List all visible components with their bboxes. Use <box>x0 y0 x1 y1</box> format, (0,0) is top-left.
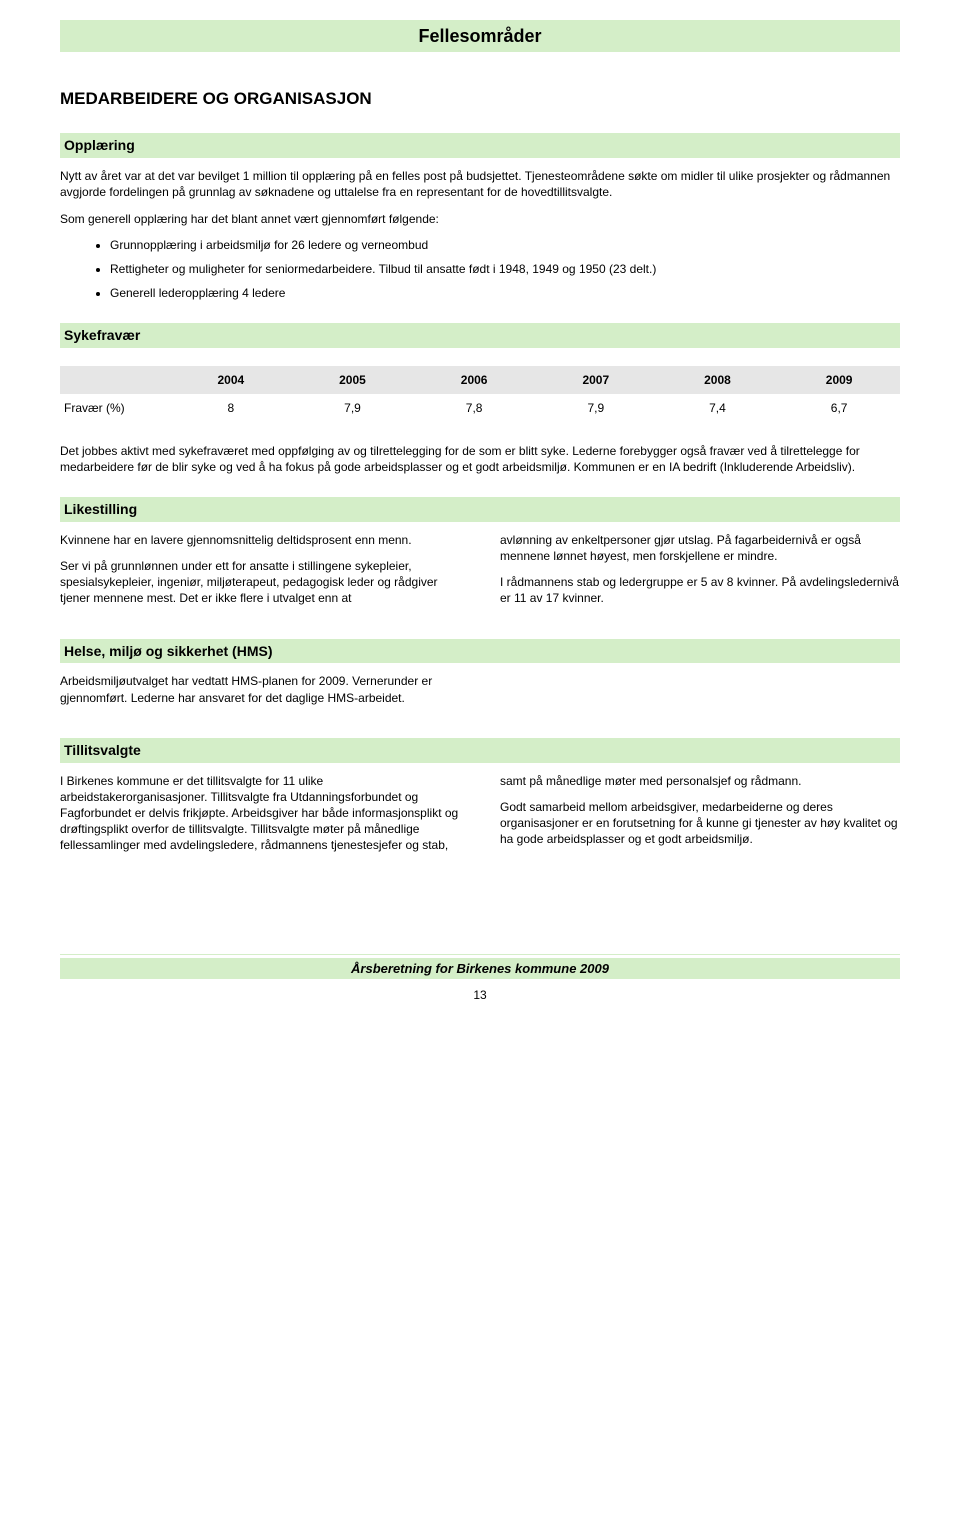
opplaering-paragraph-1: Nytt av året var at det var bevilget 1 m… <box>60 168 900 200</box>
list-item: Generell lederopplæring 4 ledere <box>110 285 900 301</box>
page-banner-title: Fellesområder <box>60 20 900 52</box>
likestilling-left-p1: Kvinnene har en lavere gjennomsnittelig … <box>60 532 460 548</box>
table-cell: 7,8 <box>413 394 535 422</box>
table-cell: 7,9 <box>292 394 414 422</box>
section-likestilling-heading: Likestilling <box>60 497 900 522</box>
tillitsvalgte-left-col: I Birkenes kommune er det tillitsvalgte … <box>60 773 460 864</box>
table-col-header: 2004 <box>170 366 292 394</box>
tillitsvalgte-right-p2: Godt samarbeid mellom arbeidsgiver, meda… <box>500 799 900 848</box>
hms-columns: Arbeidsmiljøutvalget har vedtatt HMS-pla… <box>60 673 900 715</box>
likestilling-right-p1: avlønning av enkeltpersoner gjør utslag.… <box>500 532 900 564</box>
table-cell: 8 <box>170 394 292 422</box>
tillitsvalgte-right-col: samt på månedlige møter med personalsjef… <box>500 773 900 864</box>
main-heading: MEDARBEIDERE OG ORGANISASJON <box>60 88 900 111</box>
likestilling-columns: Kvinnene har en lavere gjennomsnittelig … <box>60 532 900 617</box>
sykefravaer-paragraph: Det jobbes aktivt med sykefraværet med o… <box>60 443 900 475</box>
list-item: Grunnopplæring i arbeidsmiljø for 26 led… <box>110 237 900 253</box>
footer-divider <box>60 954 900 955</box>
tillitsvalgte-left-p1: I Birkenes kommune er det tillitsvalgte … <box>60 773 460 854</box>
tillitsvalgte-right-p1: samt på månedlige møter med personalsjef… <box>500 773 900 789</box>
table-col-header: 2008 <box>657 366 779 394</box>
table-cell: 7,4 <box>657 394 779 422</box>
table-row: Fravær (%) 8 7,9 7,8 7,9 7,4 6,7 <box>60 394 900 422</box>
sykefravaer-table: 2004 2005 2006 2007 2008 2009 Fravær (%)… <box>60 366 900 422</box>
section-sykefravaer-heading: Sykefravær <box>60 323 900 348</box>
table-header-row: 2004 2005 2006 2007 2008 2009 <box>60 366 900 394</box>
list-item: Rettigheter og muligheter for seniormeda… <box>110 261 900 277</box>
footer-page-number: 13 <box>60 987 900 1003</box>
table-cell: 6,7 <box>778 394 900 422</box>
section-hms-heading: Helse, miljø og sikkerhet (HMS) <box>60 639 900 664</box>
hms-left-col: Arbeidsmiljøutvalget har vedtatt HMS-pla… <box>60 673 460 715</box>
likestilling-left-p2: Ser vi på grunnlønnen under ett for ansa… <box>60 558 460 607</box>
page-footer: Årsberetning for Birkenes kommune 2009 1… <box>60 954 900 1004</box>
likestilling-right-col: avlønning av enkeltpersoner gjør utslag.… <box>500 532 900 617</box>
opplaering-paragraph-2: Som generell opplæring har det blant ann… <box>60 211 900 227</box>
opplaering-bullet-list: Grunnopplæring i arbeidsmiljø for 26 led… <box>110 237 900 302</box>
table-col-header: 2005 <box>292 366 414 394</box>
table-col-header: 2007 <box>535 366 657 394</box>
likestilling-left-col: Kvinnene har en lavere gjennomsnittelig … <box>60 532 460 617</box>
table-cell: 7,9 <box>535 394 657 422</box>
tillitsvalgte-columns: I Birkenes kommune er det tillitsvalgte … <box>60 773 900 864</box>
likestilling-right-p2: I rådmannens stab og ledergruppe er 5 av… <box>500 574 900 606</box>
table-col-header: 2006 <box>413 366 535 394</box>
section-opplaering-heading: Opplæring <box>60 133 900 158</box>
section-tillitsvalgte-heading: Tillitsvalgte <box>60 738 900 763</box>
table-corner-cell <box>60 366 170 394</box>
table-row-label: Fravær (%) <box>60 394 170 422</box>
table-col-header: 2009 <box>778 366 900 394</box>
footer-title: Årsberetning for Birkenes kommune 2009 <box>60 958 900 980</box>
hms-paragraph: Arbeidsmiljøutvalget har vedtatt HMS-pla… <box>60 673 460 705</box>
hms-right-col <box>500 673 900 715</box>
